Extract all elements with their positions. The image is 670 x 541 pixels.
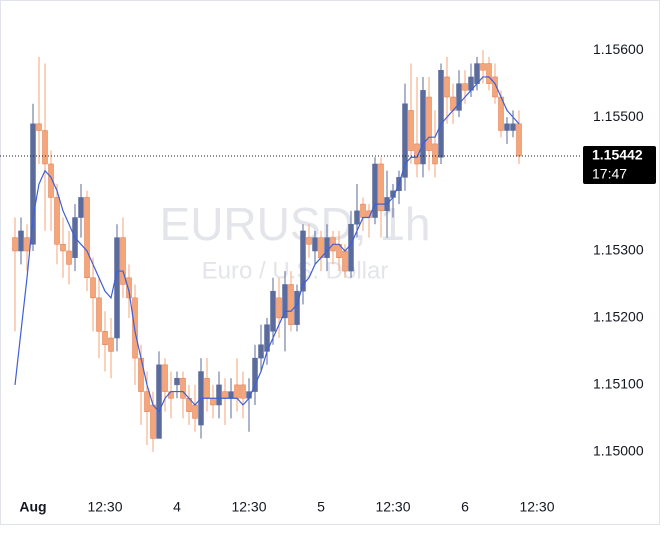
candle-body (36, 123, 42, 131)
candle-body (42, 130, 48, 165)
candle-body (372, 163, 378, 218)
candle-body (342, 250, 348, 272)
candle-body (408, 110, 414, 151)
candle-body (294, 290, 300, 325)
candle-body (48, 163, 54, 198)
candle-body (234, 384, 240, 399)
moving-average (14, 76, 520, 413)
candle-body (78, 197, 84, 218)
candle-body (504, 123, 510, 131)
candle-body (258, 344, 264, 359)
candle-body (360, 203, 366, 218)
candle-body (312, 237, 318, 252)
candle-body (18, 230, 24, 252)
candle-body (240, 384, 246, 399)
candle-body (420, 90, 426, 165)
candle-body (108, 337, 114, 352)
candle-body (480, 63, 486, 71)
candle-body (426, 96, 432, 151)
candle-body (168, 391, 174, 399)
candle-body (492, 76, 498, 98)
candle-body (318, 237, 324, 258)
y-tick-label: 1.15100 (593, 376, 644, 392)
y-tick-label: 1.15200 (593, 309, 644, 325)
y-tick-label: 1.15000 (593, 443, 644, 459)
candle-body (54, 197, 60, 245)
x-tick-label: 12:30 (231, 499, 266, 515)
x-tick-label: 12:30 (375, 499, 410, 515)
candle-body (210, 398, 216, 406)
candle-body (60, 244, 66, 252)
candle-body (432, 143, 438, 165)
candle-body (414, 143, 420, 165)
candle-body (348, 223, 354, 272)
candle-body (174, 377, 180, 386)
watermark-subtitle: Euro / U.S. Dollar (202, 257, 389, 284)
candle-body (486, 63, 492, 84)
candle-body (474, 63, 480, 84)
candle-body (444, 76, 450, 98)
x-tick-label: 5 (317, 499, 325, 515)
candle-body (114, 237, 120, 339)
x-tick-label: 6 (461, 499, 469, 515)
candle-body (282, 284, 288, 319)
y-tick-label: 1.15500 (593, 108, 644, 124)
candle-body (300, 230, 306, 292)
candle-body (144, 391, 150, 412)
candle-body (216, 384, 222, 406)
x-tick-label: Aug (19, 499, 46, 515)
y-tick-label: 1.15600 (593, 41, 644, 57)
candle-body (96, 297, 102, 332)
candle-body (156, 364, 162, 439)
x-tick-label: 4 (173, 499, 181, 515)
candle-body (228, 391, 234, 399)
candle-body (126, 277, 132, 299)
candle-body (276, 297, 282, 319)
candle-body (66, 250, 72, 265)
candle-body (222, 391, 228, 399)
candle-body (12, 237, 18, 252)
candle-body (90, 277, 96, 299)
candle-body (378, 163, 384, 212)
x-tick-label: 12:30 (519, 499, 554, 515)
candle-body (354, 210, 360, 225)
candle-body (84, 197, 90, 279)
watermark-title: EURUSD, 1h (160, 198, 431, 250)
candle-body (288, 284, 294, 325)
candle-body (510, 123, 516, 131)
x-tick-label: 12:30 (87, 499, 122, 515)
candle-body (270, 290, 276, 332)
candle-body (30, 123, 36, 245)
chart-frame (0, 0, 660, 525)
candle-body (306, 237, 312, 245)
y-tick-label: 1.15300 (593, 242, 644, 258)
candle-body (162, 364, 168, 392)
candle-body (138, 357, 144, 392)
last-price-box (583, 145, 656, 184)
countdown-label: 17:47 (592, 166, 627, 182)
last-price-label: 1.15442 (592, 147, 643, 163)
candle-body (102, 331, 108, 345)
candle-body (204, 377, 210, 399)
candle-body (324, 237, 330, 258)
candle-body (120, 237, 126, 285)
candle-body (456, 83, 462, 111)
candle-body (180, 377, 186, 399)
candle-body (24, 237, 30, 252)
candle-body (150, 404, 156, 439)
candle-body (438, 70, 444, 158)
candle-body (402, 103, 408, 178)
candle-body (192, 404, 198, 419)
candle-body (462, 83, 468, 91)
candle-body (252, 357, 258, 392)
candle-body (516, 123, 522, 157)
